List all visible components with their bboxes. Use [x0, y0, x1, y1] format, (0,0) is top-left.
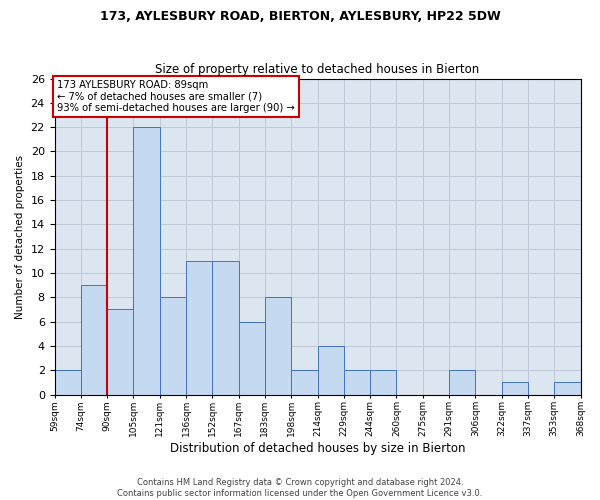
Bar	[55, 370, 81, 394]
Title: Size of property relative to detached houses in Bierton: Size of property relative to detached ho…	[155, 63, 479, 76]
Bar	[554, 382, 581, 394]
Text: Contains HM Land Registry data © Crown copyright and database right 2024.
Contai: Contains HM Land Registry data © Crown c…	[118, 478, 482, 498]
Bar	[160, 298, 186, 394]
Bar	[502, 382, 528, 394]
Bar	[133, 127, 160, 394]
Bar	[370, 370, 397, 394]
Bar	[81, 285, 107, 395]
Bar	[265, 298, 291, 394]
Text: 173, AYLESBURY ROAD, BIERTON, AYLESBURY, HP22 5DW: 173, AYLESBURY ROAD, BIERTON, AYLESBURY,…	[100, 10, 500, 23]
Bar	[186, 261, 212, 394]
Bar	[317, 346, 344, 395]
Bar	[212, 261, 239, 394]
Y-axis label: Number of detached properties: Number of detached properties	[15, 154, 25, 318]
Text: 173 AYLESBURY ROAD: 89sqm
← 7% of detached houses are smaller (7)
93% of semi-de: 173 AYLESBURY ROAD: 89sqm ← 7% of detach…	[57, 80, 295, 114]
Bar	[449, 370, 475, 394]
Bar	[291, 370, 317, 394]
Bar	[239, 322, 265, 394]
X-axis label: Distribution of detached houses by size in Bierton: Distribution of detached houses by size …	[170, 442, 465, 455]
Bar	[344, 370, 370, 394]
Bar	[107, 310, 133, 394]
